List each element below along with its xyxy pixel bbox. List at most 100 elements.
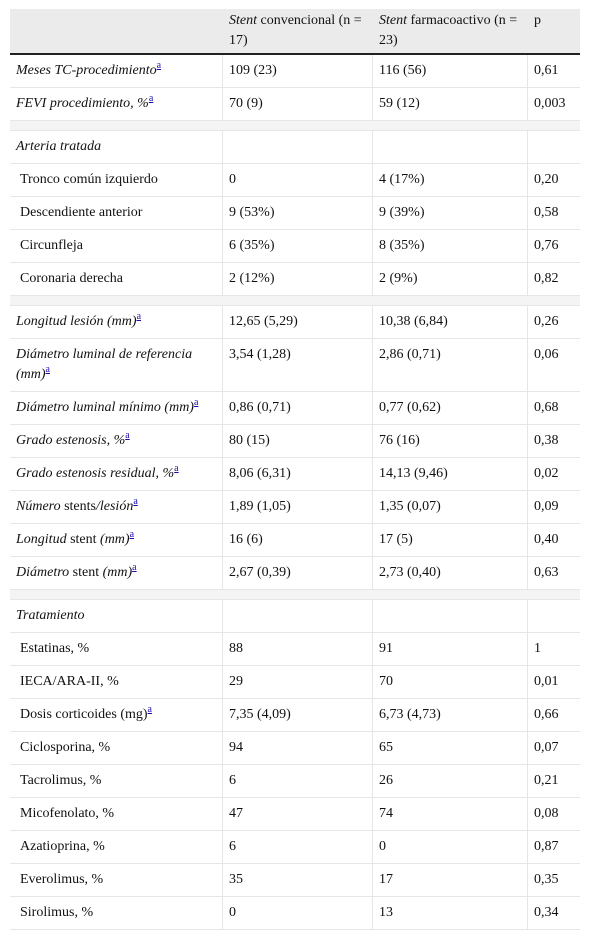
row-label: Ciclosporina, % [10,732,223,765]
value-text: 0,01 [534,674,559,689]
value-conventional: 3,54 (1,28) [223,339,373,392]
value-text: 6 [229,773,236,788]
value-text: 2 (12%) [229,271,275,286]
value-p: 0,21 [528,765,580,798]
footnote-marker: a [174,463,178,474]
table-row: Tronco común izquierdo 0 4 (17%) 0,20 [10,164,580,197]
value-p: 0,35 [528,864,580,897]
row-label: Coronaria derecha [10,263,223,296]
footnote-link[interactable]: a [148,93,154,104]
value-conventional: 0 [223,164,373,197]
value-text: 59 (12) [379,96,420,111]
empty-cell [528,600,580,633]
value-text: 70 (9) [229,96,263,111]
footnote-link[interactable]: a [133,496,138,507]
value-text: 4 (17%) [379,172,425,187]
value-text: 1,35 (0,07) [379,499,441,514]
footnote-link[interactable]: a [129,529,135,540]
empty-cell [373,131,528,164]
value-drug-eluting: 6,73 (4,73) [373,699,528,732]
table-row: Everolimus, % 35 17 0,35 [10,864,580,897]
value-text: 0,34 [534,905,559,920]
table-row: Diámetro stent (mm)a 2,67 (0,39) 2,73 (0,4… [10,557,580,590]
data-table: Stent convencional (n = 17) Stent farmac… [10,9,580,930]
row-label-part: stent [66,532,97,547]
row-label-text: Descendiente anterior [20,205,143,220]
value-text: 13 [379,905,393,920]
row-label: Tacrolimus, % [10,765,223,798]
row-label-text: Grado estenosis, % [16,433,126,448]
footnote-link[interactable]: a [156,60,162,71]
footnote-link[interactable]: a [147,704,152,715]
value-text: 76 (16) [379,433,420,448]
value-text: 0,40 [534,532,559,547]
value-text: 65 [379,740,393,755]
footnote-marker: a [194,397,198,408]
footnote-link[interactable]: a [132,562,137,573]
value-conventional: 29 [223,666,373,699]
value-text: 109 (23) [229,63,277,78]
empty-cell [528,131,580,164]
row-label: Número stents/lesióna [10,491,223,524]
value-text: 2,67 (0,39) [229,565,291,580]
value-conventional: 8,06 (6,31) [223,458,373,491]
value-conventional: 35 [223,864,373,897]
row-label-part: (mm) [99,565,133,580]
table-row: Meses TC-procedimientoa 109 (23) 116 (56) 0… [10,55,580,88]
footnote-link[interactable]: a [45,364,50,375]
value-p: 0,63 [528,557,580,590]
row-label-text: Azatioprina, % [20,839,105,854]
value-p: 0,58 [528,197,580,230]
table-row: Número stents/lesióna 1,89 (1,05) 1,35 (0,… [10,491,580,524]
row-label-text: Circunfleja [20,238,83,253]
spacer-row [10,296,580,306]
row-label-part: stents [60,499,96,514]
footnote-link[interactable]: a [193,397,199,408]
value-conventional: 12,65 (5,29) [223,306,373,339]
row-label: Longitud stent (mm)a [10,524,223,557]
table-row: FEVI procedimiento, %a 70 (9) 59 (12) 0,003 [10,88,580,121]
table-row: IECA/ARA-II, % 29 70 0,01 [10,666,580,699]
row-label: Diámetro luminal de referencia (mm)a [10,339,223,392]
value-text: 0,06 [534,347,559,362]
value-text: 0,003 [534,96,566,111]
value-conventional: 2,67 (0,39) [223,557,373,590]
value-text: 14,13 (9,46) [379,466,448,481]
value-drug-eluting: 2,86 (0,71) [373,339,528,392]
value-p: 0,01 [528,666,580,699]
footnote-link[interactable]: a [136,311,142,322]
row-label-text: Meses TC-procedimiento [16,63,157,78]
value-text: 8 (35%) [379,238,425,253]
value-text: 10,38 (6,84) [379,314,448,329]
header-col-conventional: Stent convencional (n = 17) [223,9,373,55]
section-row: Tratamiento [10,600,580,633]
section-row: Arteria tratada [10,131,580,164]
row-label-text: Sirolimus, % [20,905,94,920]
spacer-cell [373,296,528,306]
row-label-text: Diámetro luminal de referencia (mm) [16,347,193,382]
value-text: 70 [379,674,393,689]
value-text: 94 [229,740,243,755]
spacer-cell [10,121,223,131]
value-text: 0,26 [534,314,559,329]
row-label-text: IECA/ARA-II, % [20,674,119,689]
row-label: FEVI procedimiento, %a [10,88,223,121]
footnote-link[interactable]: a [174,463,179,474]
row-label-text: Grado estenosis residual, % [16,466,175,481]
value-text: 0,76 [534,238,559,253]
value-text: 35 [229,872,243,887]
spacer-cell [373,121,528,131]
footnote-marker: a [133,496,137,507]
table-body: Meses TC-procedimientoa 109 (23) 116 (56) 0… [10,55,580,930]
value-text: 0,35 [534,872,559,887]
row-label: Diámetro stent (mm)a [10,557,223,590]
row-label-part: Longitud [16,532,67,547]
footnote-link[interactable]: a [125,430,130,441]
empty-cell [223,600,373,633]
spacer-cell [223,121,373,131]
value-conventional: 1,89 (1,05) [223,491,373,524]
header-col3-rest: farmacoactivo (n = 23) [379,13,518,48]
value-conventional: 16 (6) [223,524,373,557]
value-p: 0,82 [528,263,580,296]
row-label-text: Coronaria derecha [20,271,123,286]
